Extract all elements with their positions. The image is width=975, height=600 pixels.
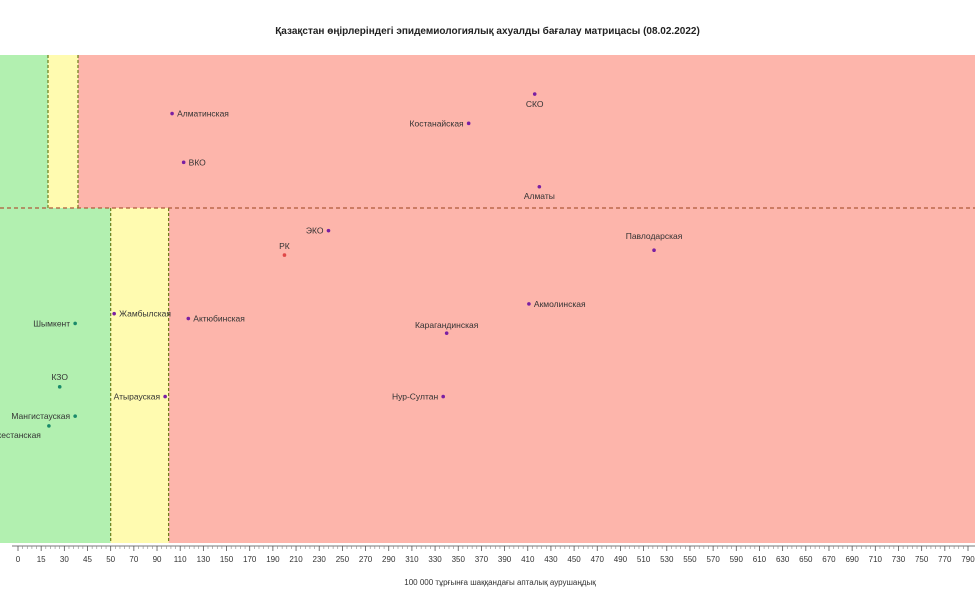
point-10-label: Актюбинская xyxy=(193,314,245,324)
x-tick-label: 570 xyxy=(706,555,720,564)
zone-yellow-upper xyxy=(48,55,78,208)
x-tick-label: 430 xyxy=(544,555,558,564)
point-9-label: Жамбылская xyxy=(119,309,171,319)
x-tick-label: 250 xyxy=(336,555,350,564)
x-tick-label: 15 xyxy=(37,555,46,564)
chart-title: Қазақстан өңірлеріндегі эпидемиологиялық… xyxy=(275,26,700,37)
risk-zones xyxy=(0,55,975,543)
point-12-marker xyxy=(444,331,449,335)
x-tick-label: 530 xyxy=(660,555,674,564)
x-tick-label: 190 xyxy=(266,555,280,564)
point-16-marker xyxy=(73,414,77,418)
point-3-label: ВКО xyxy=(189,157,207,167)
point-14-marker xyxy=(163,394,167,399)
x-axis: 0 15 30 45 50 70 90 110 130 150 170 190 210 230 250 270… xyxy=(12,545,975,564)
point-6-label: Павлодарская xyxy=(626,231,683,241)
x-tick-label: 130 xyxy=(197,555,211,564)
x-tick-label: 230 xyxy=(313,555,327,564)
point-8-label: Акмолинская xyxy=(534,299,586,309)
point-12-label: Карагандинская xyxy=(415,320,479,330)
x-tick-label: 30 xyxy=(60,555,69,564)
point-15-label: Нур-Султан xyxy=(392,392,439,402)
x-tick-label: 310 xyxy=(405,555,419,564)
threshold-lines xyxy=(0,55,975,543)
point-9-marker xyxy=(112,311,116,316)
point-1-marker xyxy=(170,111,174,116)
point-15-marker xyxy=(441,394,445,399)
point-13-marker xyxy=(57,385,62,389)
point-8-marker xyxy=(527,302,531,306)
x-tick-label: 590 xyxy=(730,555,744,564)
point-7-marker xyxy=(282,253,287,257)
x-tick-label: 170 xyxy=(243,555,257,564)
x-tick-label: 790 xyxy=(961,555,975,564)
x-tick-label: 110 xyxy=(174,555,187,564)
x-tick-label: 210 xyxy=(289,555,303,564)
x-tick-label: 470 xyxy=(591,555,605,564)
point-2-marker xyxy=(466,121,471,126)
x-tick-label: 750 xyxy=(915,555,929,564)
point-13-label: КЗО xyxy=(51,372,68,382)
point-5-marker xyxy=(326,228,331,233)
x-tick-label: 730 xyxy=(892,555,906,564)
x-tick-label: 370 xyxy=(475,555,489,564)
x-tick-label: 50 xyxy=(106,555,115,564)
x-tick-label: 410 xyxy=(521,555,535,564)
x-tick-label: 330 xyxy=(428,555,442,564)
zone-red-lower xyxy=(168,208,975,543)
zone-green-upper xyxy=(0,55,48,208)
x-tick-label: 510 xyxy=(637,555,651,564)
x-tick-label: 90 xyxy=(153,555,162,564)
x-tick-label: 690 xyxy=(845,555,859,564)
point-10-marker xyxy=(186,316,191,321)
point-6-marker xyxy=(652,248,656,252)
point-11-marker xyxy=(73,321,77,326)
x-tick-label: 670 xyxy=(822,555,836,564)
x-tick-label: 650 xyxy=(799,555,813,564)
data-points: СКО Алматинская Костанайская ВКО Алматы ЭКО Па… xyxy=(0,92,683,440)
x-tick-label: 45 xyxy=(83,555,92,564)
point-17-marker xyxy=(47,424,51,428)
point-1-label: Алматинская xyxy=(177,109,229,119)
point-5-label: ЭКО xyxy=(306,226,324,236)
point-4-label: Алматы xyxy=(524,191,555,201)
point-7-label: РК xyxy=(279,241,290,251)
point-11-label: Шымкент xyxy=(33,318,70,328)
x-tick-label: 150 xyxy=(220,555,234,564)
x-tick-label: 550 xyxy=(683,555,697,564)
x-tick-label: 610 xyxy=(753,555,767,564)
x-tick-label: 770 xyxy=(938,555,952,564)
point-14-label: Атырауская xyxy=(114,392,161,402)
x-tick-label: 270 xyxy=(359,555,373,564)
zone-green-lower xyxy=(0,208,111,543)
x-tick-label: 390 xyxy=(498,555,512,564)
point-2-label: Костанайская xyxy=(410,118,465,128)
x-tick-label: 350 xyxy=(452,555,466,564)
point-17-label: Туркестанская xyxy=(0,430,41,440)
x-tick-label: 630 xyxy=(776,555,790,564)
point-3-marker xyxy=(181,160,186,165)
x-tick-label: 290 xyxy=(382,555,396,564)
x-tick-label: 0 xyxy=(16,555,21,564)
zone-yellow-lower xyxy=(110,208,169,543)
x-axis-label: 100 000 тұрғынға шаққандағы апталық ауру… xyxy=(404,578,596,587)
x-tick-label: 710 xyxy=(869,555,883,564)
point-0-label: СКО xyxy=(526,99,544,109)
point-4-marker xyxy=(537,184,542,189)
x-tick-label: 490 xyxy=(614,555,628,564)
point-16-label: Мангистауская xyxy=(11,411,70,421)
zone-red-upper xyxy=(78,55,975,208)
x-tick-label: 70 xyxy=(129,555,138,564)
x-tick-label: 450 xyxy=(567,555,581,564)
point-0-marker xyxy=(532,92,537,96)
